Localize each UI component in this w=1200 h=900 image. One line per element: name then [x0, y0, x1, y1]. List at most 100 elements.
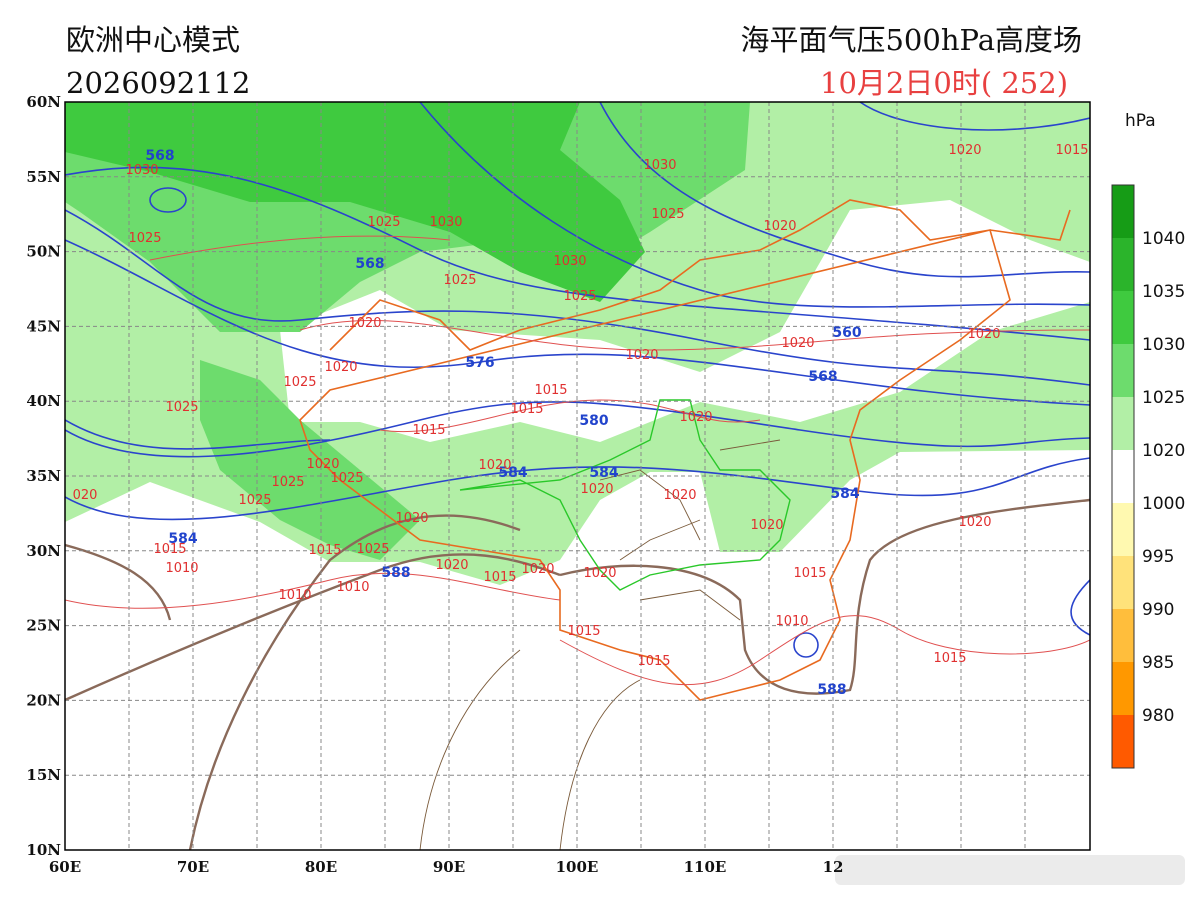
lat-label: 30N	[26, 542, 61, 560]
lon-label: 12	[823, 858, 844, 876]
pressure-label: 1025	[128, 231, 161, 246]
colorbar-label: 995	[1142, 547, 1174, 567]
lat-label: 25N	[26, 617, 61, 635]
pressure-label: 1030	[429, 215, 462, 230]
lon-label: 110E	[684, 858, 727, 876]
pressure-label: 1025	[367, 215, 400, 230]
colorbar-label: 1025	[1142, 388, 1185, 408]
pressure-label: 1020	[958, 515, 991, 530]
colorbar-swatch	[1112, 397, 1134, 450]
colorbar-label: 980	[1142, 706, 1174, 726]
height-label: 576	[465, 355, 494, 371]
pressure-label: 1020	[395, 511, 428, 526]
lat-label: 50N	[26, 243, 61, 261]
pressure-label: 1020	[583, 566, 616, 581]
lon-label: 70E	[177, 858, 209, 876]
contour-labels: 568 568 576 580 584 584 584 560 568 584 588 588 1030…	[73, 143, 1089, 698]
colorbar-swatch	[1112, 662, 1134, 715]
height-label: 580	[579, 413, 608, 429]
pressure-label: 1015	[793, 566, 826, 581]
map-frame	[64, 101, 1091, 851]
valid-date: 10月2日0时	[820, 66, 981, 100]
pressure-label: 1015	[567, 624, 600, 639]
height-label: 584	[589, 465, 618, 481]
height-label: 584	[830, 486, 859, 502]
pressure-label: 1010	[775, 614, 808, 629]
colorbar-label: 1035	[1142, 282, 1185, 302]
pressure-label: 1015	[412, 423, 445, 438]
pressure-label: 1015	[153, 542, 186, 557]
pressure-label: 020	[73, 488, 98, 503]
pressure-label: 1010	[278, 588, 311, 603]
pressure-label: 1020	[306, 457, 339, 472]
pressure-label: 1025	[651, 207, 684, 222]
pressure-label: 1020	[663, 488, 696, 503]
lon-label: 100E	[556, 858, 599, 876]
map-body: 568 568 576 580 584 584 584 560 568 584 588 588 1030…	[65, 102, 1090, 850]
map-title: 海平面气压500hPa高度场	[740, 23, 1082, 57]
run-time: 2026092112	[66, 66, 251, 100]
pressure-label: 1015	[483, 570, 516, 585]
colorbar-swatch	[1112, 503, 1134, 556]
lat-label: 20N	[26, 691, 61, 709]
colorbar-swatch	[1112, 185, 1134, 238]
colorbar-label: 990	[1142, 600, 1174, 620]
lead-hours: ( 252)	[981, 66, 1068, 100]
pressure-label: 1020	[580, 482, 613, 497]
colorbar-swatch	[1112, 715, 1134, 768]
pressure-label: 1030	[553, 254, 586, 269]
pressure-label: 1025	[563, 289, 596, 304]
pressure-label: 1030	[643, 158, 676, 173]
lon-label: 90E	[433, 858, 465, 876]
lon-label: 80E	[305, 858, 337, 876]
pressure-label: 1015	[308, 543, 341, 558]
pressure-label: 1030	[125, 163, 158, 178]
pressure-label: 1020	[781, 336, 814, 351]
pressure-label: 1010	[336, 580, 369, 595]
pressure-label: 1015	[637, 654, 670, 669]
colorbar-swatch	[1112, 291, 1134, 344]
lat-label: 60N	[26, 93, 61, 111]
lat-label: 10N	[26, 841, 61, 859]
pressure-label: 1025	[330, 471, 363, 486]
model-name: 欧洲中心模式	[66, 23, 240, 57]
pressure-label: 1020	[435, 558, 468, 573]
pressure-label: 1020	[948, 143, 981, 158]
height-label: 584	[498, 465, 527, 481]
pressure-label: 1025	[443, 273, 476, 288]
height-label: 584	[168, 531, 197, 547]
pressure-label: 1020	[750, 518, 783, 533]
pressure-label: 1025	[283, 375, 316, 390]
lon-label: 60E	[49, 858, 81, 876]
pressure-label: 1025	[356, 542, 389, 557]
colorbar-label: 1020	[1142, 441, 1185, 461]
pressure-label: 1020	[324, 360, 357, 375]
pressure-label: 1015	[933, 651, 966, 666]
pressure-label: 1015	[510, 402, 543, 417]
grid	[65, 102, 1090, 850]
pressure-label: 1025	[271, 475, 304, 490]
pressure-label: 1015	[1055, 143, 1088, 158]
pressure-label: 1025	[165, 400, 198, 415]
colorbar-swatch	[1112, 238, 1134, 291]
colorbar-swatch	[1112, 344, 1134, 397]
colorbar: 1040 1035 1030 1025 1020 1000 995 990 985 980	[1111, 184, 1185, 769]
pressure-label: 1020	[763, 219, 796, 234]
colorbar-swatch	[1112, 609, 1134, 662]
height-label: 560	[832, 325, 861, 341]
height-label: 588	[817, 682, 846, 698]
height-label: 588	[381, 565, 410, 581]
colorbar-swatch	[1112, 450, 1134, 503]
lat-label: 15N	[26, 766, 61, 784]
valid-time: 10月2日0时( 252)	[820, 66, 1068, 100]
height-label: 568	[355, 256, 384, 272]
colorbar-unit: hPa	[1125, 111, 1156, 131]
colorbar-frame	[1111, 184, 1135, 769]
lat-label: 55N	[26, 168, 61, 186]
colorbar-label: 1040	[1142, 229, 1185, 249]
pressure-label: 1020	[521, 562, 554, 577]
height-label: 568	[145, 148, 174, 164]
colorbar-label: 1000	[1142, 494, 1185, 514]
